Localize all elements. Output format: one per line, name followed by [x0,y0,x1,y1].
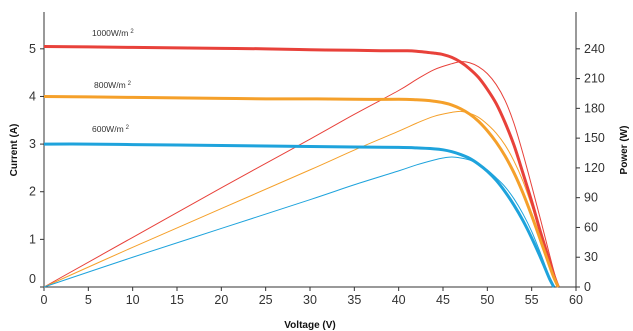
series-label-1000: 1000W/m 2 [92,28,134,38]
y-left-axis-title: Current (A) [9,124,20,177]
y-left-tick-label: 5 [29,42,36,56]
series-layer [43,44,560,288]
y-right-axis-title: Power (W) [619,126,630,175]
x-tick-label: 15 [170,293,184,307]
y-right-tick-label: 120 [584,161,605,175]
x-tick-label: 30 [303,293,317,307]
power-curve-600 [43,156,555,288]
current-curve-1000 [43,44,560,288]
y-left-tick-label: 4 [29,89,36,103]
x-tick-label: 20 [214,293,228,307]
y-left-tick-label: 3 [29,137,36,151]
y-left-tick-label: 1 [29,232,36,246]
y-left-ticks: 0 1 2 3 4 5 [29,42,44,288]
power-curve-1000 [43,61,559,288]
y-right-tick-label: 90 [584,191,598,205]
x-tick-label: 5 [85,293,92,307]
y-right-tick-label: 240 [584,42,605,56]
y-left-tick-label: 0 [29,272,36,286]
y-left-tick-label: 2 [29,185,36,199]
y-right-tick-label: 30 [584,250,598,264]
y-right-ticks: 0 30 60 90 120 150 180 210 240 [576,42,605,294]
x-tick-label: 0 [41,293,48,307]
current-curve-600 [43,142,556,288]
series-label-600: 600W/m 2 [92,124,130,134]
x-axis-title: Voltage (V) [284,320,335,331]
y-right-tick-label: 180 [584,101,605,115]
x-tick-label: 60 [569,293,583,307]
x-tick-label: 50 [480,293,494,307]
y-right-tick-label: 0 [584,280,591,294]
y-right-tick-label: 210 [584,72,605,86]
x-tick-label: 25 [259,293,273,307]
current-curve-800 [43,94,560,288]
x-ticks: 0 5 10 15 20 25 30 35 40 45 50 55 60 [41,287,583,307]
x-tick-label: 40 [392,293,406,307]
x-tick-label: 45 [436,293,450,307]
x-tick-label: 55 [525,293,539,307]
y-right-tick-label: 60 [584,220,598,234]
series-label-800: 800W/m 2 [94,80,132,90]
x-tick-label: 35 [347,293,361,307]
x-tick-label: 10 [126,293,140,307]
y-right-tick-label: 150 [584,131,605,145]
